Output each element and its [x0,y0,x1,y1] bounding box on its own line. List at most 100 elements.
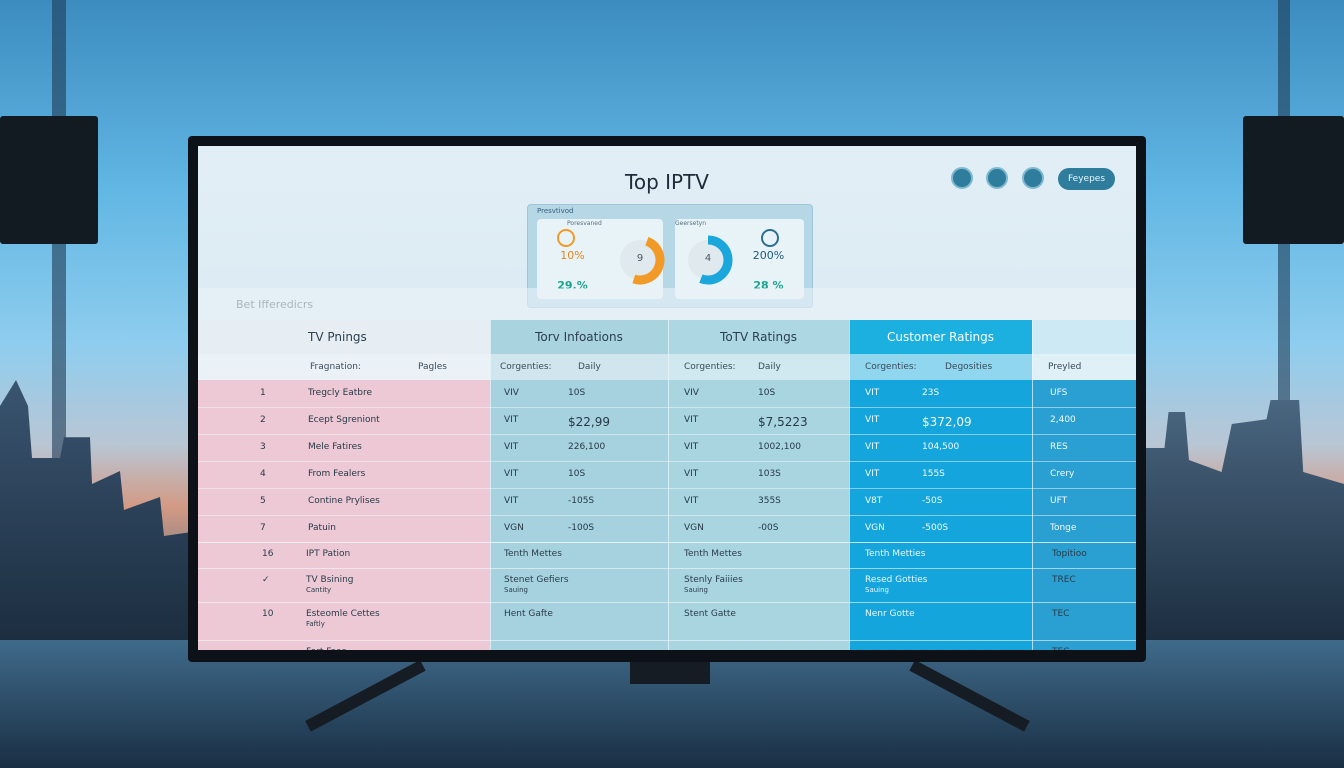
donut-ring [615,235,665,285]
table-cell: -00S [758,523,779,533]
panel-label: Presvtivod [537,207,574,215]
table-cell: Tenth Mettes [684,549,742,559]
row-rank: 7 [260,523,266,533]
table-cell: VIV [684,388,699,398]
card-icon [761,229,779,247]
table-cell-sub: Sauing [865,586,889,594]
table-cell: VIT [865,442,880,452]
table-cell: -100S [568,523,595,533]
stats-panel: Presvtivod Poresvaned 9 10% 29.% Geersetyn 4 20… [527,204,813,308]
table-cell: $372,09 [922,415,972,429]
header-button[interactable]: Feyepes [1058,168,1115,190]
table-cell: Resed Gotties [865,575,928,585]
table-cell: TEC [1052,647,1069,650]
table-cell: VIT [865,388,880,398]
table-cell: Tenth Metties [865,549,926,559]
column-header: Customer Ratings [886,330,995,344]
table-cell: Contine Prylises [308,496,380,506]
table-cell: Tonge [1050,523,1077,533]
table-cell: Stent Gatte [684,609,736,619]
tv-stand-center [630,660,710,684]
table-cell: Hent Gafte [504,609,553,619]
table-cell: 23S [922,388,940,398]
table-cell: VIT [684,415,699,425]
row-divider [198,515,1136,516]
social-icon[interactable] [951,167,973,189]
table-cell: 10S [758,388,776,398]
table-cell: V8T [865,496,883,506]
table-cell: -50S [922,496,943,506]
row-rank: 4 [260,469,266,479]
table-cell: VIT [865,469,880,479]
column-subheader: Corgenties: [684,362,736,372]
row-divider [198,568,1136,569]
table-cell: Topitioo [1052,549,1087,559]
column-subheader: Corgenties: [500,362,552,372]
table-cell: 1002,100 [758,442,801,452]
table-cell: VIT [504,469,519,479]
table-cell: -500S [922,523,949,533]
table-cell-sub: Sauing [684,586,708,594]
row-rank: 10 [262,609,274,619]
table-cell-sub: Cantity [306,586,332,594]
table-cell: 10S [568,469,586,479]
table-cell: Crery [1050,469,1075,479]
column-subheader: Daily [578,362,601,372]
card-icon [557,229,575,247]
tv-screen: Top IPTV Feyepes Presvtivod Poresvaned 9 10% 2… [198,146,1136,650]
column-header: ToTV Ratings [720,330,797,344]
speaker-right [1243,116,1344,244]
table-cell: VIT [865,415,880,425]
card-primary: 10% [560,249,585,262]
page-title: Top IPTV [625,170,709,194]
table-cell: Fert Faas [306,647,346,650]
table-cell: Esteomle Cettes [306,609,380,619]
table-cell: Patuin [308,523,336,533]
table-cell: TV Bsining [306,575,354,585]
table-cell: TEC [1052,609,1070,619]
row-divider [198,461,1136,462]
table-cell-sub: Faftly [306,620,325,628]
row-divider [198,602,1136,603]
table-cell: RES [1050,442,1068,452]
table-cell-sub: Sauing [504,586,528,594]
table-cell: 355S [758,496,781,506]
table-cell: From Fealers [308,469,366,479]
table-cell: VGN [865,523,885,533]
table-cell: TREC [1052,575,1076,585]
table-cell: Ecept Sgreniont [308,415,380,425]
row-rank: 3 [260,442,266,452]
column-divider [668,320,669,650]
row-rank: 2 [260,415,266,425]
donut [613,233,667,287]
stat-card: Poresvaned 9 10% 29.% [537,219,665,299]
table-cell: UFT [1050,496,1068,506]
table-cell: VIT [504,442,519,452]
subheader-band [198,354,1136,380]
header-band [198,288,1136,320]
table-cell: Nenr Gotte [865,609,915,619]
row-rank: 16 [262,549,274,559]
donut-center: 9 [636,253,644,264]
table-cell: $7,5223 [758,415,808,429]
table-cell: Tregcly Eatbre [308,388,373,398]
table-cell: Stenet Gefiers [504,575,569,585]
social-icon[interactable] [986,167,1008,189]
table-cell: VGN [504,523,524,533]
table-cell: VIT [504,415,519,425]
column-divider [490,320,491,650]
social-icon[interactable] [1022,167,1044,189]
table-cell: VIV [504,388,519,398]
row-rank: 5 [260,496,266,506]
card-label: Poresvaned [567,220,602,227]
column-subheader: Pagles [418,362,447,372]
table-cell: 10S [568,388,586,398]
column-subheader: Fragnation: [310,362,361,372]
column-divider [1032,320,1033,650]
row-divider [198,434,1136,435]
table-cell: Tenth Mettes [504,549,562,559]
table-cell: -105S [568,496,595,506]
row-rank: 1 [260,388,266,398]
table-cell: 103S [758,469,781,479]
